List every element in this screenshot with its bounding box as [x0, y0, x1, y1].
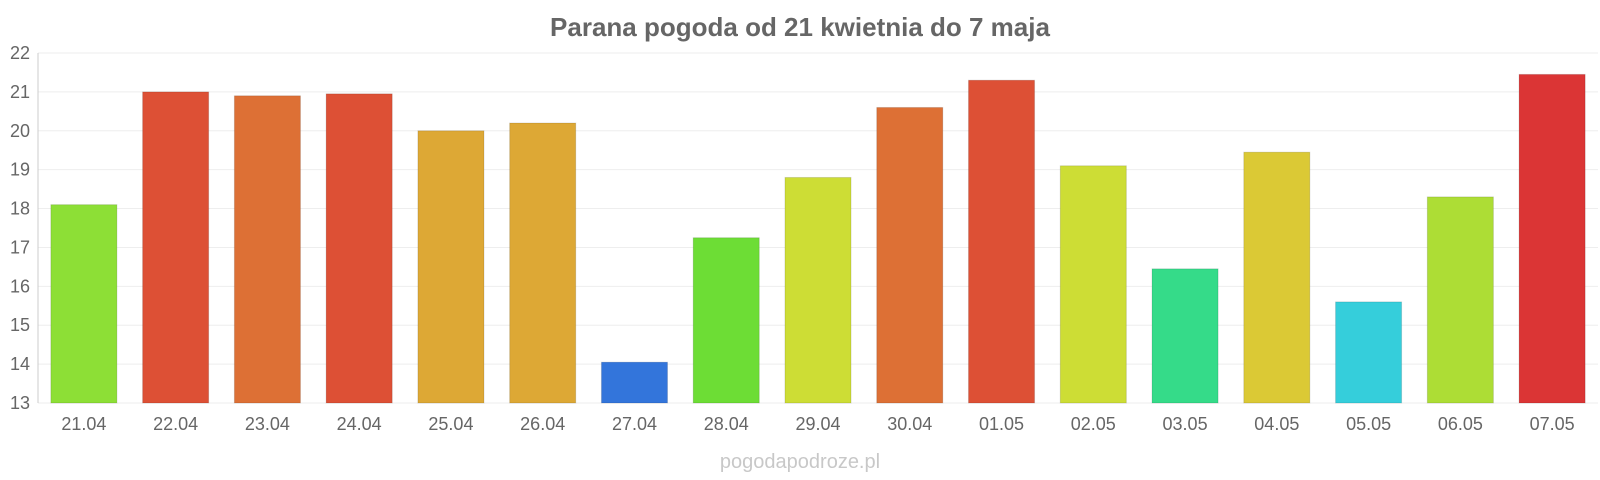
y-axis: 13 14 15 16 17 18 19 20 21 22	[10, 43, 39, 413]
y-tick-label: 14	[10, 354, 30, 374]
y-tick-label: 18	[10, 199, 30, 219]
x-tick-label: 22.04	[153, 414, 198, 434]
x-tick-label: 25.04	[428, 414, 473, 434]
bar	[784, 176, 852, 404]
bar	[325, 93, 393, 404]
x-axis: 21.04 22.04 23.04 24.04 25.04 26.04 27.04 28.04…	[61, 414, 1574, 434]
bar	[1059, 165, 1127, 404]
x-tick-label: 29.04	[795, 414, 840, 434]
x-tick-label: 27.04	[612, 414, 657, 434]
x-tick-label: 28.04	[704, 414, 749, 434]
x-tick-label: 30.04	[887, 414, 932, 434]
bar	[233, 95, 301, 404]
y-tick-label: 21	[10, 82, 30, 102]
y-tick-label: 15	[10, 315, 30, 335]
bar	[1426, 196, 1494, 404]
x-tick-label: 21.04	[61, 414, 106, 434]
y-tick-label: 13	[10, 393, 30, 413]
bar	[142, 91, 210, 404]
bar	[1151, 268, 1219, 404]
bar	[967, 79, 1036, 404]
bar	[1518, 73, 1586, 404]
x-tick-label: 01.05	[979, 414, 1024, 434]
x-tick-label: 04.05	[1254, 414, 1299, 434]
watermark: pogodapodroze.pl	[720, 451, 880, 473]
bar	[417, 130, 485, 404]
x-tick-label: 02.05	[1071, 414, 1116, 434]
bar	[600, 361, 669, 404]
x-tick-label: 23.04	[245, 414, 290, 434]
bar	[692, 237, 760, 404]
bar	[50, 204, 118, 404]
x-tick-label: 07.05	[1530, 414, 1575, 434]
bar	[1335, 301, 1403, 404]
bar	[1243, 151, 1311, 404]
x-tick-label: 24.04	[337, 414, 382, 434]
x-tick-label: 05.05	[1346, 414, 1391, 434]
chart-title: Parana pogoda od 21 kwietnia do 7 maja	[550, 12, 1050, 42]
y-tick-label: 19	[10, 160, 30, 180]
y-tick-label: 16	[10, 276, 30, 296]
bar	[876, 106, 944, 404]
x-tick-label: 03.05	[1163, 414, 1208, 434]
x-tick-label: 26.04	[520, 414, 565, 434]
y-tick-label: 17	[10, 237, 30, 257]
bar	[509, 122, 577, 404]
bars	[50, 73, 1586, 404]
y-tick-label: 22	[10, 43, 30, 63]
x-tick-label: 06.05	[1438, 414, 1483, 434]
y-tick-label: 20	[10, 121, 30, 141]
